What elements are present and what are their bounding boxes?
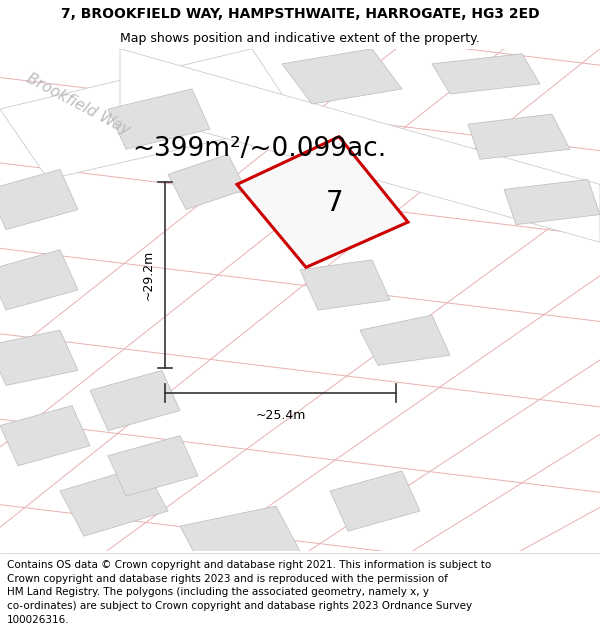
Text: ~25.4m: ~25.4m	[256, 409, 305, 422]
Polygon shape	[108, 89, 210, 149]
Polygon shape	[0, 406, 90, 466]
Polygon shape	[90, 371, 180, 431]
Polygon shape	[0, 49, 300, 179]
Text: 7: 7	[326, 189, 343, 217]
Polygon shape	[60, 466, 168, 536]
Polygon shape	[180, 506, 300, 571]
Polygon shape	[168, 154, 246, 209]
Polygon shape	[0, 169, 78, 229]
Text: ~399m²/~0.099ac.: ~399m²/~0.099ac.	[132, 136, 386, 162]
Polygon shape	[330, 471, 420, 531]
Polygon shape	[300, 260, 390, 310]
Text: Brookfield Way: Brookfield Way	[252, 171, 364, 228]
Text: co-ordinates) are subject to Crown copyright and database rights 2023 Ordnance S: co-ordinates) are subject to Crown copyr…	[7, 601, 472, 611]
Polygon shape	[108, 436, 198, 496]
Polygon shape	[0, 250, 78, 310]
Polygon shape	[432, 54, 540, 94]
Polygon shape	[360, 315, 450, 366]
Polygon shape	[468, 114, 570, 159]
Polygon shape	[237, 137, 408, 268]
Text: HM Land Registry. The polygons (including the associated geometry, namely x, y: HM Land Registry. The polygons (includin…	[7, 588, 429, 598]
Text: Contains OS data © Crown copyright and database right 2021. This information is : Contains OS data © Crown copyright and d…	[7, 560, 491, 570]
Text: 100026316.: 100026316.	[7, 614, 70, 624]
Text: 7, BROOKFIELD WAY, HAMPSTHWAITE, HARROGATE, HG3 2ED: 7, BROOKFIELD WAY, HAMPSTHWAITE, HARROGA…	[61, 7, 539, 21]
Polygon shape	[504, 179, 600, 224]
Text: Map shows position and indicative extent of the property.: Map shows position and indicative extent…	[120, 31, 480, 44]
Text: ~29.2m: ~29.2m	[141, 250, 154, 300]
Polygon shape	[120, 49, 600, 242]
Text: Brookfield Way: Brookfield Way	[24, 71, 133, 138]
Polygon shape	[282, 49, 402, 104]
Text: Crown copyright and database rights 2023 and is reproduced with the permission o: Crown copyright and database rights 2023…	[7, 574, 448, 584]
Polygon shape	[0, 330, 78, 386]
